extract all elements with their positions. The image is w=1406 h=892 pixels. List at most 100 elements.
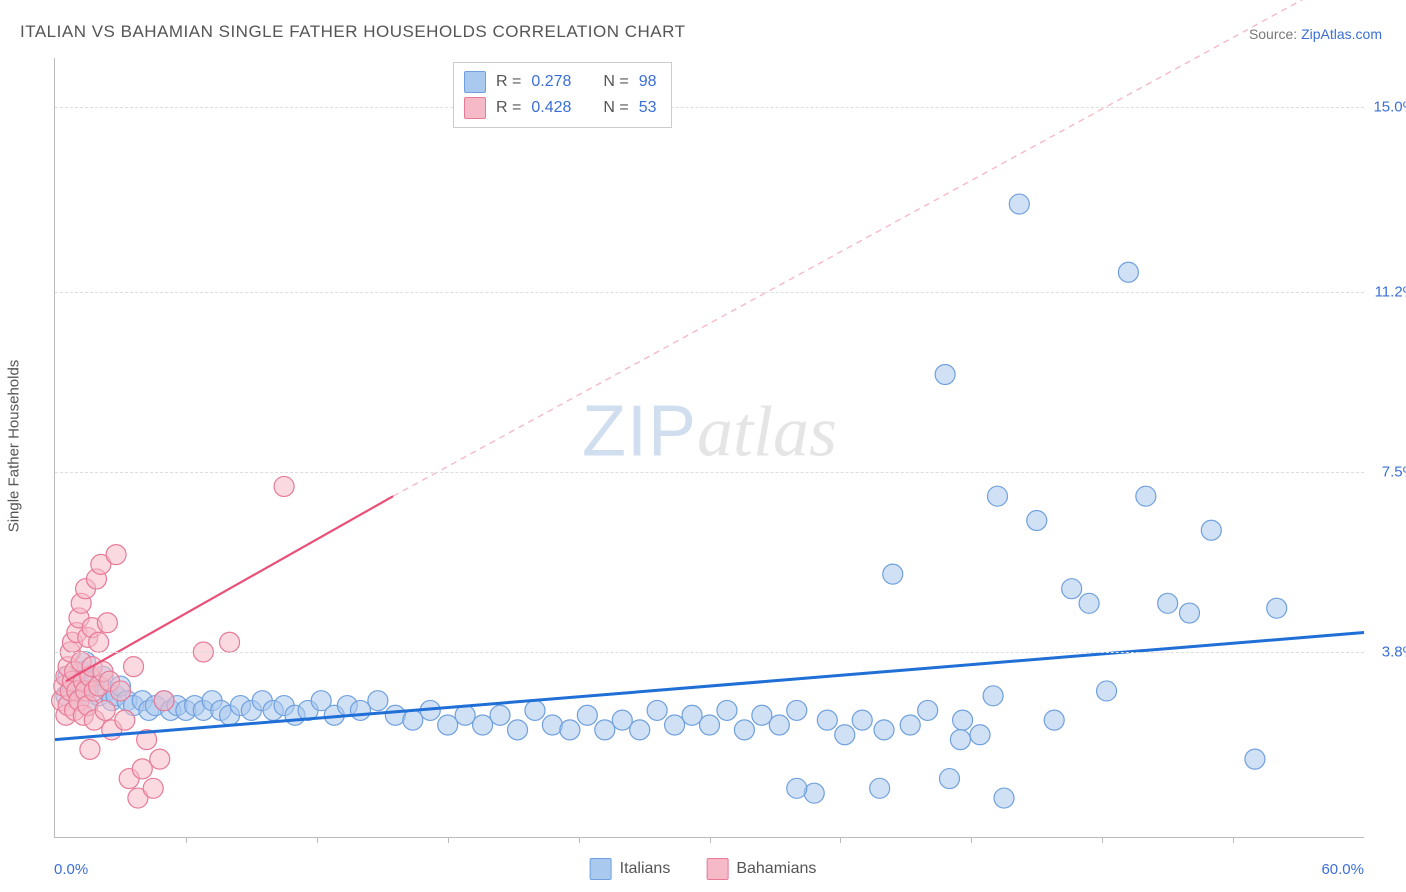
source-attribution: Source: ZipAtlas.com [1249, 26, 1382, 42]
data-point [350, 700, 370, 720]
legend-swatch [706, 858, 728, 880]
data-point [787, 700, 807, 720]
data-point [1179, 603, 1199, 623]
data-point [508, 720, 528, 740]
legend-series-label: Italians [620, 860, 671, 878]
data-point [274, 476, 294, 496]
gridline [55, 107, 1364, 108]
data-point [852, 710, 872, 730]
legend-n-label: N = [603, 99, 628, 117]
data-point [717, 700, 737, 720]
legend-n-value: 53 [639, 99, 657, 117]
data-point [89, 632, 109, 652]
x-tick [1233, 837, 1234, 843]
y-tick-label: 15.0% [1373, 98, 1406, 115]
data-point [143, 778, 163, 798]
legend-r-label: R = [496, 73, 521, 91]
source-label: Source: [1249, 26, 1297, 42]
data-point [787, 778, 807, 798]
data-point [804, 783, 824, 803]
data-point [220, 632, 240, 652]
chart-title: ITALIAN VS BAHAMIAN SINGLE FATHER HOUSEH… [20, 22, 685, 42]
legend-stats-row: R =0.278N =98 [464, 69, 657, 95]
data-point [132, 759, 152, 779]
legend-series-item: Italians [590, 858, 671, 880]
data-point [874, 720, 894, 740]
data-point [525, 700, 545, 720]
data-point [80, 739, 100, 759]
data-point [455, 705, 475, 725]
x-tick [448, 837, 449, 843]
data-point [110, 681, 130, 701]
data-point [150, 749, 170, 769]
data-point [542, 715, 562, 735]
legend-swatch [464, 97, 486, 119]
legend-series-item: Bahamians [706, 858, 816, 880]
legend-swatch [590, 858, 612, 880]
data-point [734, 720, 754, 740]
y-tick-label: 11.2% [1375, 283, 1406, 300]
data-point [983, 686, 1003, 706]
x-tick [579, 837, 580, 843]
data-point [1027, 511, 1047, 531]
x-tick [186, 837, 187, 843]
x-tick [971, 837, 972, 843]
gridline [55, 292, 1364, 293]
data-point [97, 613, 117, 633]
data-point [438, 715, 458, 735]
legend-series-label: Bahamians [736, 860, 816, 878]
x-tick [1102, 837, 1103, 843]
y-axis-label: Single Father Households [6, 360, 23, 533]
data-point [560, 720, 580, 740]
x-axis-min-label: 0.0% [54, 861, 88, 878]
source-link[interactable]: ZipAtlas.com [1301, 26, 1382, 42]
data-point [106, 545, 126, 565]
data-point [817, 710, 837, 730]
data-point [1044, 710, 1064, 730]
data-point [835, 725, 855, 745]
data-point [935, 364, 955, 384]
data-point [595, 720, 615, 740]
data-point [368, 691, 388, 711]
data-point [1009, 194, 1029, 214]
data-point [1136, 486, 1156, 506]
data-point [883, 564, 903, 584]
legend-stats: R =0.278N =98R = 0.428 N = 53 [453, 62, 672, 128]
data-point [682, 705, 702, 725]
legend-stats-row: R =0.428N =53 [464, 95, 657, 121]
y-tick-label: 7.5% [1382, 463, 1406, 480]
data-point [115, 710, 135, 730]
data-point [577, 705, 597, 725]
data-point [490, 705, 510, 725]
data-point [95, 700, 115, 720]
legend-n-label: N = [603, 73, 628, 91]
data-point [1079, 593, 1099, 613]
x-tick [710, 837, 711, 843]
data-point [1062, 579, 1082, 599]
y-tick-label: 3.8% [1382, 643, 1406, 660]
data-point [870, 778, 890, 798]
x-tick [317, 837, 318, 843]
legend-swatch [464, 71, 486, 93]
data-point [154, 691, 174, 711]
data-point [665, 715, 685, 735]
data-point [647, 700, 667, 720]
x-tick [840, 837, 841, 843]
data-point [700, 715, 720, 735]
legend-series: Italians Bahamians [590, 858, 817, 880]
data-point [630, 720, 650, 740]
gridline [55, 472, 1364, 473]
data-point [752, 705, 772, 725]
data-point [994, 788, 1014, 808]
gridline [55, 652, 1364, 653]
data-point [1245, 749, 1265, 769]
trend-line-solid [66, 496, 393, 681]
data-point [1267, 598, 1287, 618]
data-point [939, 769, 959, 789]
data-point [473, 715, 493, 735]
legend-r-value: 0.428 [531, 99, 571, 117]
data-point [1201, 520, 1221, 540]
plot-area: ZIPatlas 3.8%7.5%11.2%15.0% [54, 58, 1364, 838]
data-point [987, 486, 1007, 506]
data-point [900, 715, 920, 735]
